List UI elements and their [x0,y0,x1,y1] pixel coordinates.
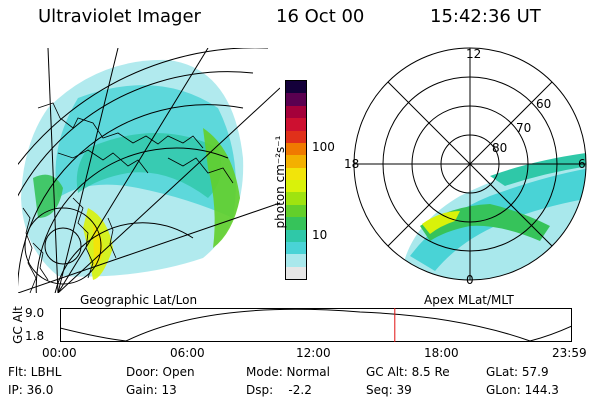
colorbar-unit-label: photon cm⁻²s⁻¹ [273,135,287,229]
colorbar-segment [286,241,306,255]
colorbar-segment [286,142,306,156]
timeline-ymin: 1.8 [25,329,45,343]
mlt-label-12: 12 [466,47,481,61]
colorbar-segment [286,180,306,193]
info-seq: Seq: 39 [366,383,412,397]
colorbar-segment [286,192,306,205]
colorbar-segment [286,93,306,106]
info-gc-alt: GC Alt: 8.5 Re [366,365,450,379]
coastline-outlines [22,102,234,293]
info-gain: Gain: 13 [126,383,177,397]
info-filter: Flt: LBHL [8,365,62,379]
timeline-tick-0600: 06:00 [170,346,205,360]
timeline-ymax: 9.0 [25,306,45,320]
colorbar-segment [286,130,306,143]
timeline-tick-1800: 18:00 [424,346,459,360]
date-label: 16 Oct 00 [276,6,365,27]
colorbar-segment [286,266,306,279]
mlat-label-80: 80 [492,141,507,155]
colorbar-segment [286,229,306,242]
mlt-label-0: 0 [466,273,474,287]
instrument-title: Ultraviolet Imager [38,6,201,27]
colorbar-segment [286,254,306,267]
colorbar-segment [286,105,306,119]
timeline-tick-1200: 12:00 [296,346,331,360]
info-glat: GLat: 57.9 [486,365,549,379]
altitude-curve [60,308,572,342]
geographic-grid [18,48,280,293]
mlt-label-18: 18 [344,157,359,171]
polar-grid [353,47,587,281]
timeline-tick-2359: 23:59 [552,346,587,360]
polar-caption: Apex MLat/MLT [424,293,514,307]
colorbar-segment [286,81,306,94]
mlt-label-6: 6 [578,157,586,171]
geographic-image-panel [18,48,280,293]
colorbar-segment [286,204,306,218]
colorbar-tick-10: 10 [312,228,328,242]
mlat-label-70: 70 [516,121,531,135]
info-glon: GLon: 144.3 [486,383,559,397]
timeline-ylabel: GC Alt [11,306,25,344]
info-ip: IP: 36.0 [8,383,54,397]
colorbar-segment [286,155,306,168]
colorbar-segment [286,217,306,230]
mlat-label-60: 60 [536,97,551,111]
colorbar-segment [286,167,306,180]
info-door: Door: Open [126,365,195,379]
colorbar-segment [286,118,306,131]
time-label: 15:42:36 UT [430,6,541,27]
info-mode: Mode: Normal [246,365,330,379]
timeline-tick-0000: 00:00 [42,346,77,360]
colorbar [285,80,307,280]
colorbar-tick-100: 100 [312,140,335,154]
info-dsp: Dsp: -2.2 [246,383,312,397]
geographic-caption: Geographic Lat/Lon [80,293,198,307]
altitude-timeline [60,308,572,342]
polar-mlt-panel: 12 18 6 0 60 70 80 [344,47,587,287]
